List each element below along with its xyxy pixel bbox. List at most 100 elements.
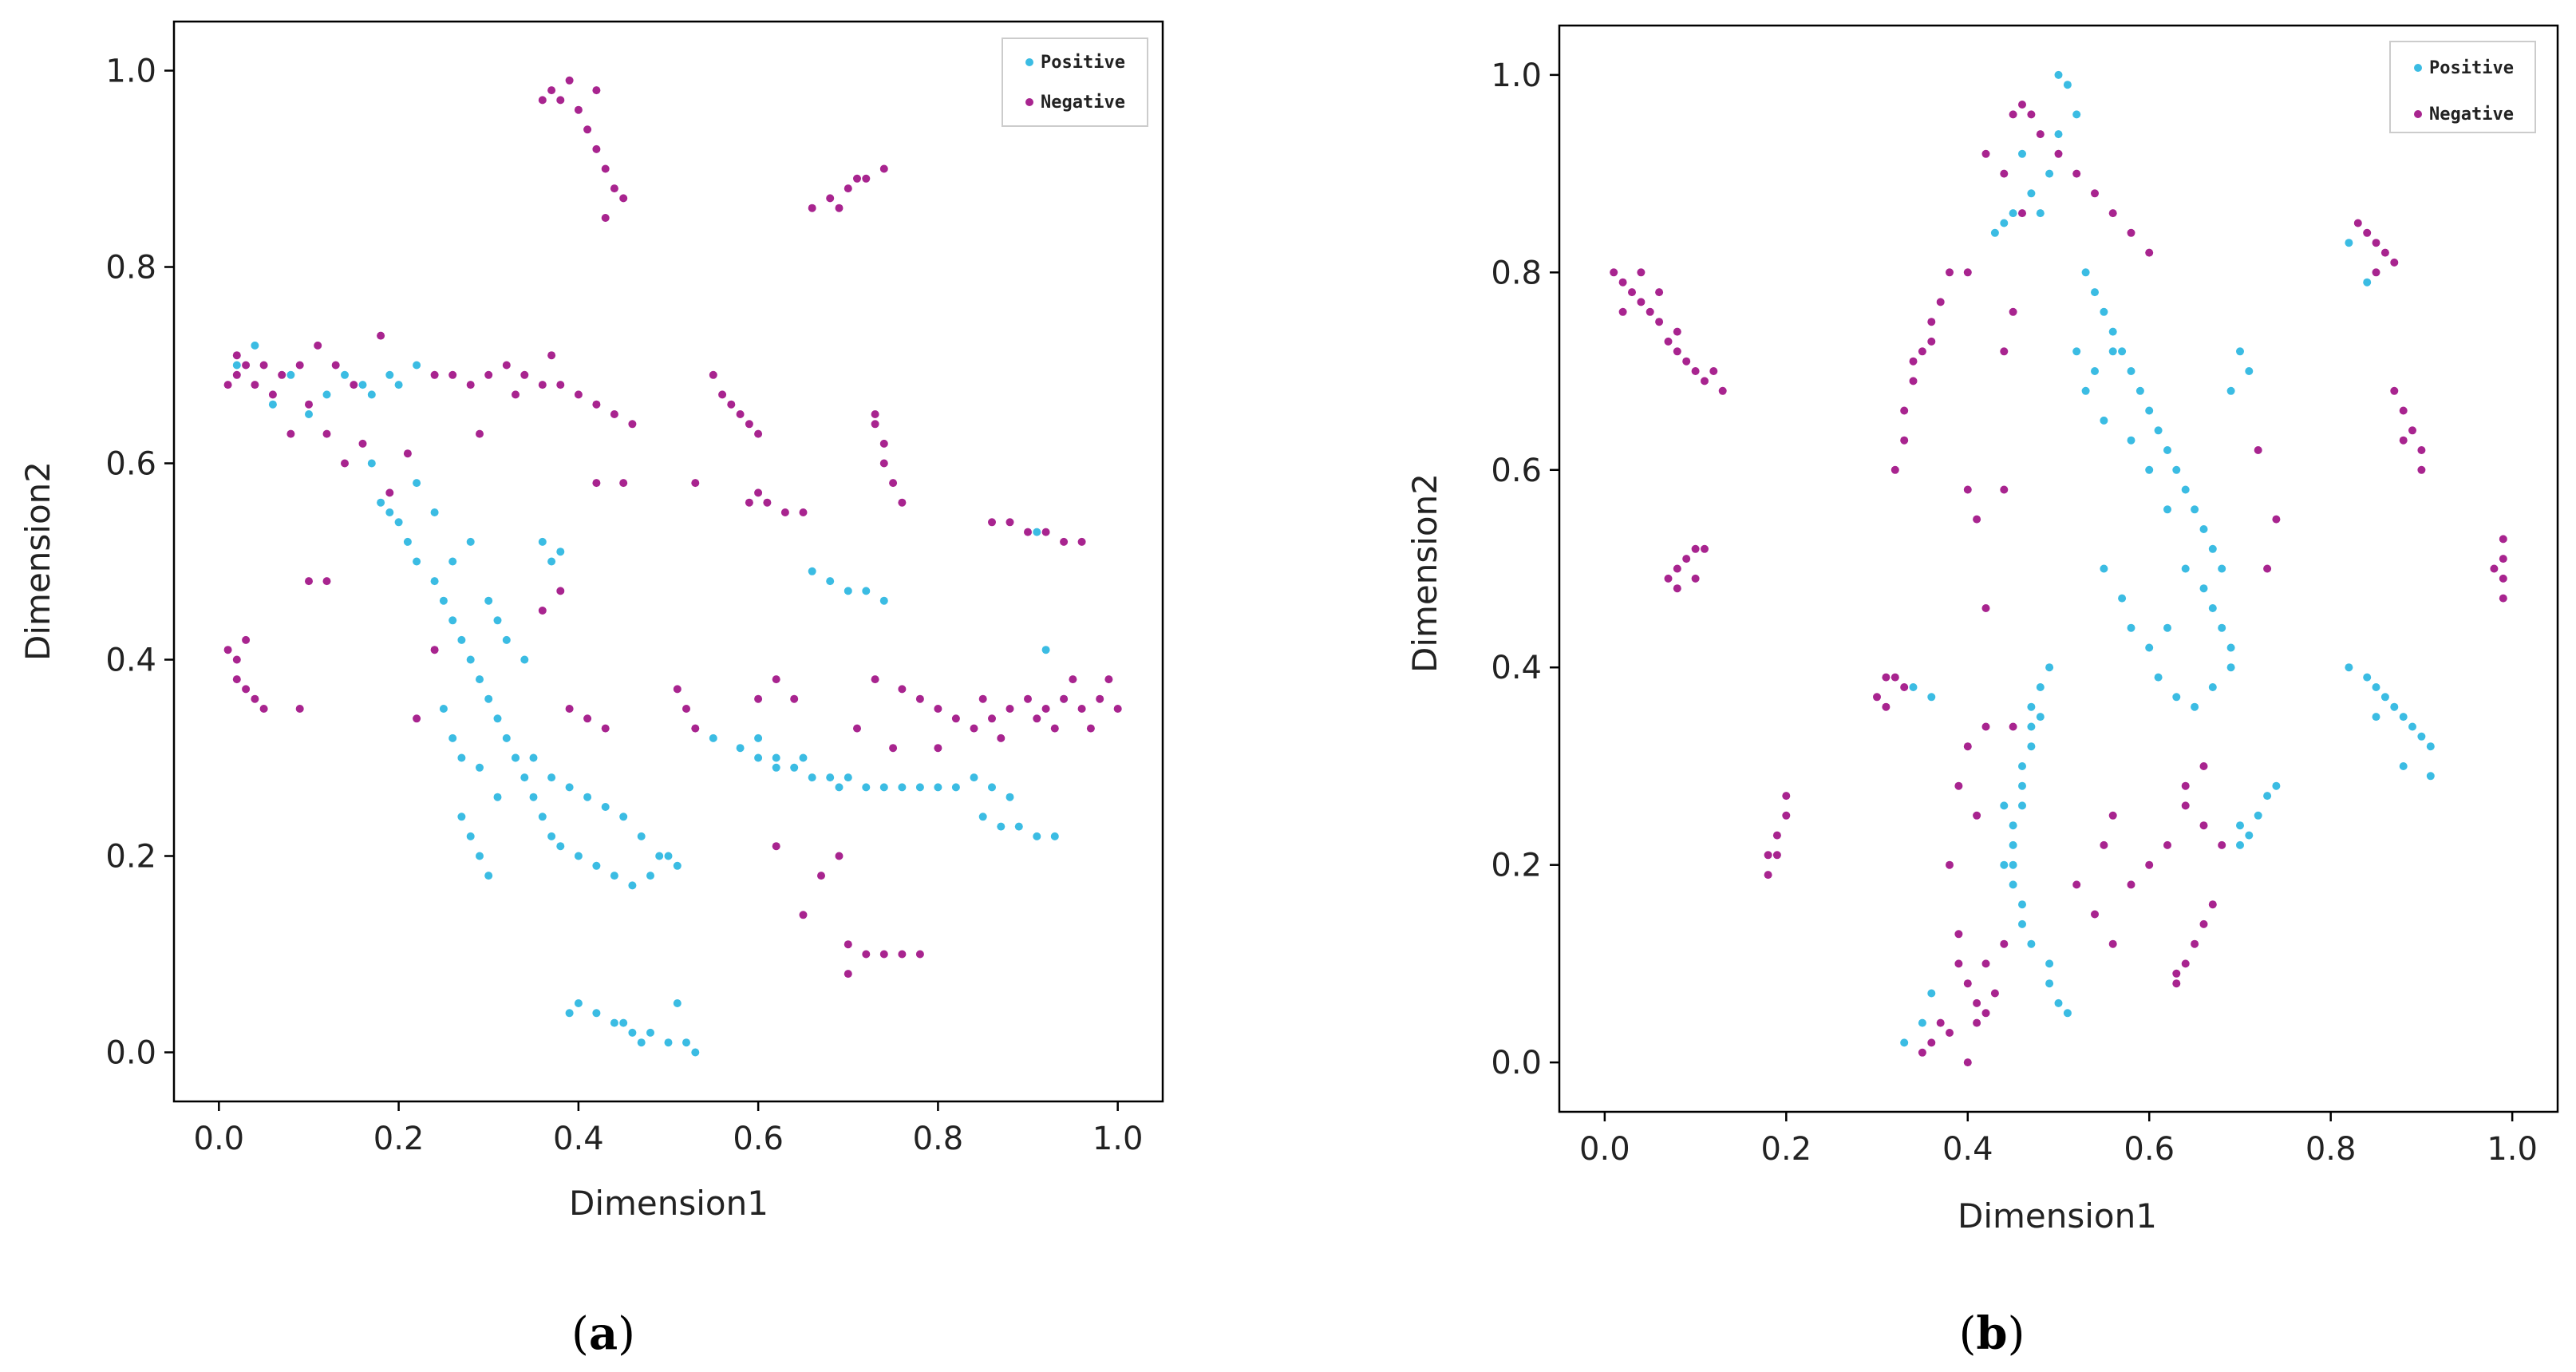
point-negative [430,370,439,379]
point-negative [1954,781,1963,790]
point-negative [754,429,763,438]
x-tick-label: 0.6 [2124,1131,2175,1168]
point-positive [592,1009,601,1018]
point-negative [763,498,772,507]
point-negative [1927,318,1936,326]
point-negative [547,86,556,95]
point-negative [1673,347,1681,356]
point-negative [1664,337,1673,346]
point-positive [592,861,601,870]
point-negative [259,705,268,713]
point-negative [322,429,331,438]
point-positive [2417,732,2426,741]
point-negative [547,351,556,360]
point-negative [1041,705,1050,713]
point-positive [2154,426,2163,435]
point-negative [889,479,898,488]
point-negative [934,705,942,713]
point-positive [2009,840,2017,849]
point-positive [2027,939,2036,948]
point-negative [1764,871,1772,880]
point-negative [295,361,304,370]
point-negative [1077,537,1086,546]
point-positive [367,459,376,468]
point-positive [2045,979,2054,988]
point-negative [2181,801,2190,810]
point-positive [512,753,520,762]
point-negative [538,381,547,389]
point-negative [1900,683,1909,691]
point-positive [808,567,816,575]
point-negative [2263,564,2272,573]
x-tick-label: 1.0 [1092,1121,1144,1157]
point-negative [1954,930,1963,939]
point-positive [619,813,628,821]
point-negative [844,970,852,979]
point-negative [772,842,780,851]
point-positive [2009,880,2017,889]
point-negative [1024,694,1032,703]
point-positive [2191,505,2199,514]
point-negative [2054,149,2063,158]
point-positive [439,596,448,605]
point-negative [1927,337,1936,346]
point-negative [934,744,942,753]
point-negative [2380,248,2389,257]
point-negative [232,655,241,664]
point-positive [2036,713,2045,722]
point-negative [1963,1058,1972,1067]
point-positive [305,410,313,418]
point-positive [1909,683,1918,691]
point-negative [1691,544,1700,553]
point-negative [1891,673,1899,682]
point-negative [1718,386,1727,395]
y-tick-label: 0.6 [1491,453,1542,489]
point-negative [915,694,924,703]
point-positive [2036,209,2045,218]
point-negative [1981,722,1990,731]
point-negative [2027,110,2036,119]
legend-marker-negative [2414,110,2422,118]
point-negative [745,498,753,507]
point-negative [556,381,565,389]
point-positive [538,813,547,821]
point-negative [2372,239,2380,247]
point-positive [413,361,421,370]
caption-open-paren: ( [571,1308,589,1360]
point-negative [1086,724,1095,733]
point-positive [466,537,475,546]
point-positive [413,479,421,488]
point-positive [2345,663,2353,672]
point-negative [1701,544,1709,553]
point-positive [951,783,960,792]
point-negative [898,950,907,959]
point-positive [476,852,484,860]
point-positive [2145,643,2154,652]
point-negative [2108,209,2117,218]
point-positive [754,753,763,762]
point-negative [790,694,799,703]
point-negative [1637,268,1646,277]
point-positive [430,508,439,516]
y-tick-label: 0.0 [105,1035,156,1072]
point-negative [592,86,601,95]
point-negative [1981,604,1990,612]
point-negative [268,390,277,399]
point-negative [2417,465,2426,474]
point-positive [520,773,529,782]
point-positive [844,587,852,595]
point-negative [251,694,259,703]
point-negative [2199,919,2208,928]
point-negative [232,675,241,684]
point-negative [1096,694,1104,703]
point-negative [2172,979,2181,988]
point-positive [2018,900,2026,909]
caption-open-paren: ( [1959,1308,1977,1360]
point-positive [341,370,349,379]
point-positive [493,793,502,801]
point-negative [520,370,529,379]
point-positive [448,616,457,625]
point-positive [413,557,421,566]
point-positive [2218,564,2226,573]
point-negative [754,694,763,703]
